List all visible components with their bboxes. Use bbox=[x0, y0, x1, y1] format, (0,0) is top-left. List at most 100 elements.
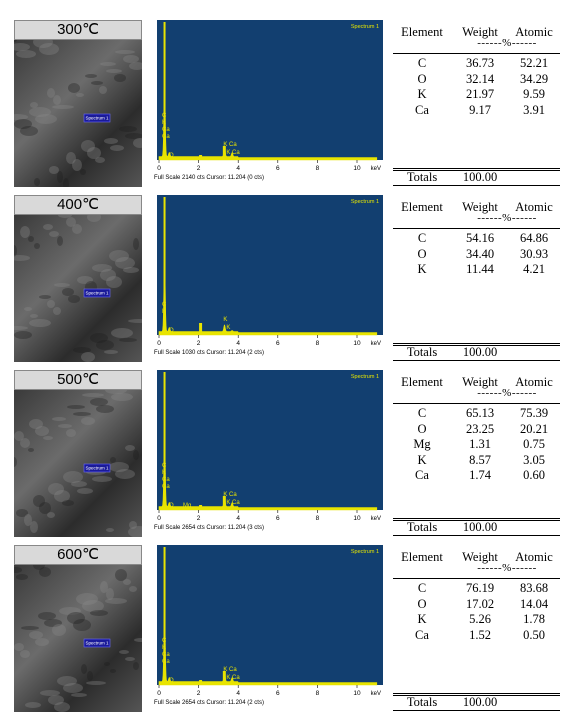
table-unit: ------%------ bbox=[477, 562, 537, 574]
texture-blob bbox=[72, 159, 82, 171]
texture-blob bbox=[87, 147, 101, 159]
spectrum-marker bbox=[83, 288, 111, 298]
table-cell: 1.78 bbox=[523, 612, 545, 626]
texture-blob bbox=[105, 598, 127, 604]
texture-blob bbox=[119, 338, 137, 342]
table-cell: 20.21 bbox=[519, 421, 549, 436]
texture-blob bbox=[53, 307, 61, 315]
texture-blob bbox=[66, 152, 76, 164]
table-cell: 52.21 bbox=[519, 56, 549, 70]
texture-blob bbox=[14, 43, 30, 51]
texture-blob bbox=[125, 133, 142, 139]
texture-blob bbox=[96, 340, 114, 350]
spectrum-trace bbox=[158, 430, 378, 511]
table-cell: 9.17 bbox=[469, 102, 491, 117]
x-tick-label: 6 bbox=[276, 340, 280, 347]
texture-blob bbox=[115, 50, 135, 54]
x-tick-label: 2 bbox=[197, 515, 201, 522]
peak-label: Ca bbox=[162, 652, 170, 658]
peak-label: K bbox=[162, 645, 166, 651]
table-cell: 14.04 bbox=[519, 596, 549, 611]
texture-blob bbox=[109, 462, 129, 472]
table-cell: 0.60 bbox=[523, 468, 545, 482]
texture-blob bbox=[47, 88, 55, 98]
texture-blob bbox=[44, 619, 62, 627]
table-totals: 100.00 bbox=[462, 520, 498, 534]
sem-texture: Spectrum 1 bbox=[14, 565, 142, 712]
texture-blob bbox=[14, 331, 32, 339]
peak-label: O bbox=[169, 678, 174, 684]
texture-blob bbox=[57, 171, 63, 183]
texture-blob bbox=[71, 481, 87, 487]
texture-blob bbox=[129, 586, 137, 592]
spectrum-footer: Full Scale 2654 cts Cursor: 11.204 (2 ct… bbox=[154, 700, 264, 706]
table-cell: C bbox=[417, 406, 427, 420]
texture-blob bbox=[43, 436, 53, 440]
table-cell: 1.52 bbox=[469, 627, 491, 642]
texture-blob bbox=[104, 350, 118, 354]
peak-potassium bbox=[222, 330, 226, 335]
texture-blob bbox=[104, 662, 110, 666]
peak-label: Ca bbox=[162, 484, 170, 490]
sem-image: Spectrum 1 bbox=[14, 40, 142, 187]
texture-blob bbox=[123, 579, 131, 585]
peak-label: K bbox=[226, 325, 230, 331]
texture-blob bbox=[81, 140, 95, 152]
texture-blob bbox=[34, 243, 40, 249]
table-cell: 65.13 bbox=[465, 406, 495, 420]
sem-image: Spectrum 1 bbox=[14, 215, 142, 362]
texture-blob bbox=[86, 681, 106, 685]
table-cell: 64.86 bbox=[519, 231, 549, 245]
texture-blob bbox=[54, 283, 70, 287]
texture-blob bbox=[71, 693, 87, 697]
texture-blob bbox=[82, 600, 104, 612]
temperature-label: 500℃ bbox=[14, 370, 142, 390]
table-cell: K bbox=[417, 262, 427, 276]
texture-blob bbox=[90, 333, 108, 343]
peak-label: Ca bbox=[162, 127, 170, 133]
texture-blob bbox=[91, 81, 103, 85]
peak-label: C bbox=[162, 113, 167, 119]
spectrum-marker-label: Spectrum 1 bbox=[85, 466, 109, 471]
spectrum-trace bbox=[158, 605, 378, 686]
texture-blob bbox=[16, 50, 36, 58]
sem-texture: Spectrum 1 bbox=[14, 215, 142, 362]
table-unit: ------%------ bbox=[477, 387, 537, 399]
texture-blob bbox=[82, 393, 104, 397]
peak-oxygen bbox=[199, 323, 203, 335]
sem-image: Spectrum 1 bbox=[14, 565, 142, 712]
table-header: Weight bbox=[462, 375, 498, 389]
table-rule bbox=[393, 168, 560, 169]
table-header: Element bbox=[401, 375, 443, 389]
table-rule bbox=[393, 518, 560, 519]
texture-blob bbox=[119, 650, 129, 654]
texture-blob bbox=[38, 612, 56, 620]
x-tick-label: 4 bbox=[236, 340, 240, 347]
table-cell: Ca bbox=[415, 627, 429, 642]
table-rule bbox=[393, 535, 560, 536]
texture-blob bbox=[62, 500, 74, 506]
texture-blob bbox=[35, 426, 49, 436]
texture-blob bbox=[115, 469, 135, 479]
spectrum-title: Spectrum 1 bbox=[351, 374, 379, 380]
texture-blob bbox=[20, 650, 30, 658]
texture-blob bbox=[81, 417, 95, 425]
texture-blob bbox=[29, 319, 51, 327]
texture-blob bbox=[58, 215, 72, 218]
texture-blob bbox=[48, 483, 64, 495]
texture-blob bbox=[99, 86, 107, 94]
table-rule bbox=[393, 185, 560, 186]
x-tick-label: 6 bbox=[276, 690, 280, 697]
table-unit: ------%------ bbox=[477, 212, 537, 224]
texture-blob bbox=[25, 702, 41, 708]
spectrum-footer: Full Scale 2654 cts Cursor: 11.204 (3 ct… bbox=[154, 525, 264, 531]
x-tick-label: 2 bbox=[197, 340, 201, 347]
texture-blob bbox=[67, 612, 85, 624]
texture-blob bbox=[106, 588, 114, 600]
peak-label: K bbox=[162, 120, 166, 126]
texture-blob bbox=[72, 224, 82, 234]
texture-blob bbox=[129, 521, 137, 529]
table-cell: Mg bbox=[413, 437, 431, 451]
